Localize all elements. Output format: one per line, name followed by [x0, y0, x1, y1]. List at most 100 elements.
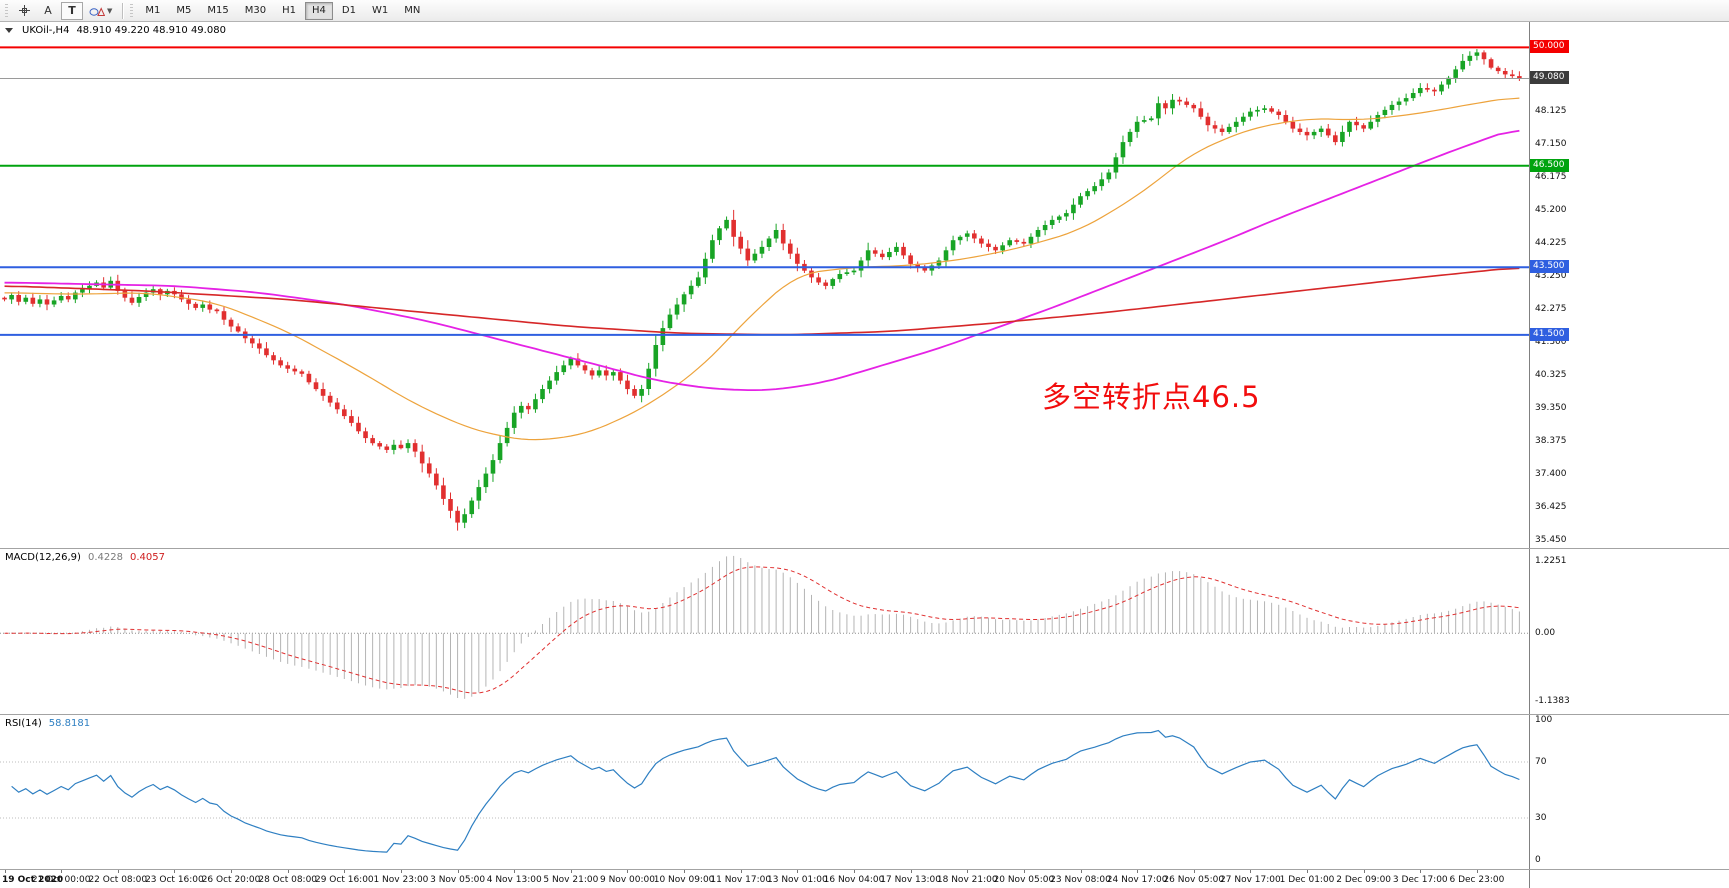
macd-histogram: [11, 555, 1520, 699]
macd-scale-label: 1.2251: [1535, 556, 1567, 566]
time-axis-tick: [4, 870, 6, 873]
macd-title: MACD(12,26,9): [5, 552, 81, 563]
time-axis-label: 21 Oct 00:00: [31, 875, 91, 885]
time-axis-label: 6 Dec 23:00: [1449, 875, 1505, 885]
time-axis-tick: [1420, 870, 1422, 873]
macd-scale-label: -1.1383: [1535, 696, 1570, 706]
time-axis-label: 4 Nov 13:00: [486, 875, 542, 885]
price-scale-label: 36.425: [1535, 502, 1567, 512]
timeframe-button-h4[interactable]: H4: [305, 1, 333, 20]
text-box-tool-button[interactable]: T: [61, 1, 83, 20]
rsi-line: [11, 729, 1520, 853]
time-axis-tick: [514, 870, 516, 873]
price-scale-label: 47.150: [1535, 139, 1567, 149]
time-axis-tick: [117, 870, 119, 873]
time-axis-label: 9 Nov 00:00: [599, 875, 655, 885]
price-chart-canvas[interactable]: [0, 22, 1529, 548]
time-axis-label: 3 Nov 05:00: [430, 875, 486, 885]
main-chart-panel[interactable]: UKOil-,H4 48.910 49.220 48.910 49.080 多空…: [0, 22, 1529, 548]
price-scale-label: 43.250: [1535, 271, 1567, 281]
time-axis-label: 23 Oct 16:00: [145, 875, 204, 885]
rsi-scale-label: 100: [1535, 715, 1553, 725]
time-axis-tick: [1137, 870, 1139, 873]
toolbar-grip[interactable]: [130, 3, 134, 18]
toolbar-grip[interactable]: [5, 3, 8, 18]
time-axis-tick: [1476, 870, 1478, 873]
timeframe-button-m1[interactable]: M1: [138, 2, 167, 20]
time-axis-tick: [627, 870, 629, 873]
macd-main-value: 0.4228: [87, 552, 123, 563]
time-axis-label: 5 Nov 21:00: [543, 875, 599, 885]
time-axis[interactable]: 19 Oct 2020 21 Oct 00:00 22 Oct 08:00 23 Oc…: [0, 870, 1729, 888]
price-scale-label: 42.275: [1535, 304, 1567, 314]
time-axis-label: 2 Dec 09:00: [1336, 875, 1392, 885]
panel-separator[interactable]: [0, 714, 1729, 715]
toolbar-separator: [122, 2, 124, 19]
timeframe-toolbar: M1 M5 M15 M30 H1 H4 D1 W1 MN: [137, 1, 428, 20]
chart-symbol-period: UKOil-,H4: [22, 25, 70, 36]
hline-price-badge: 46.500: [1530, 159, 1569, 172]
current-price-badge: 49.080: [1530, 71, 1569, 84]
candles-layer: [2, 49, 1522, 531]
timeframe-button-d1[interactable]: D1: [335, 2, 363, 20]
time-axis-tick: [1250, 870, 1252, 873]
rsi-value: 58.8181: [48, 718, 91, 729]
price-scale-label: 37.400: [1535, 469, 1567, 479]
timeframe-button-h1[interactable]: H1: [275, 2, 303, 20]
macd-canvas: [0, 555, 1529, 699]
time-axis-label: 28 Oct 08:00: [258, 875, 318, 885]
toolbar: A T ▼ M1 M5 M15 M30 H1 H4 D1 W1 MN: [0, 0, 1729, 22]
chevron-down-icon: ▼: [107, 6, 113, 15]
timeframe-button-w1[interactable]: W1: [365, 2, 395, 20]
time-axis-tick: [853, 870, 855, 873]
time-axis-tick: [1307, 870, 1309, 873]
one-click-trading-collapse-icon[interactable]: [5, 28, 13, 33]
timeframe-button-m15[interactable]: M15: [200, 2, 235, 20]
time-axis-label: 19 Oct 2020: [2, 875, 64, 885]
rsi-title: RSI(14): [5, 718, 42, 729]
shapes-tool-button[interactable]: ▼: [85, 2, 116, 20]
time-axis-tick: [400, 870, 402, 873]
time-axis-tick: [797, 870, 799, 873]
timeframe-button-mn[interactable]: MN: [397, 2, 427, 20]
rsi-header: RSI(14) 58.8181: [5, 718, 90, 729]
time-axis-tick: [231, 870, 233, 873]
price-scale-label: 46.175: [1535, 172, 1567, 182]
text-label-tool-button[interactable]: A: [37, 2, 59, 20]
hline-price-badge: 41.500: [1530, 328, 1569, 341]
time-axis-label: 1 Dec 01:00: [1279, 875, 1335, 885]
price-scale-label: 45.200: [1535, 205, 1567, 215]
time-axis-label: 27 Nov 17:00: [1220, 875, 1281, 885]
panel-separator[interactable]: [0, 548, 1729, 549]
shapes-icon: [89, 6, 105, 16]
price-scale-label: 48.125: [1535, 106, 1567, 116]
price-scale-label: 40.325: [1535, 370, 1567, 380]
time-axis-label: 22 Oct 08:00: [88, 875, 148, 885]
time-axis-tick: [740, 870, 742, 873]
time-axis-tick: [910, 870, 912, 873]
time-axis-tick: [61, 870, 63, 873]
hline-price-badge: 50.000: [1530, 40, 1569, 53]
price-scale-column[interactable]: 48.125 47.150 46.175 45.200 44.225 43.250 42.2…: [1529, 22, 1729, 888]
annotation-text[interactable]: 多空转折点46.5: [1042, 380, 1261, 414]
hline-price-badge: 43.500: [1530, 260, 1569, 273]
time-axis-label: 26 Oct 20:00: [201, 875, 261, 885]
time-axis-tick: [1023, 870, 1025, 873]
time-axis-label: 29 Oct 16:00: [314, 875, 374, 885]
panel-separator: [0, 869, 1729, 870]
time-axis-label: 23 Nov 08:00: [1050, 875, 1111, 885]
ma-fast-line: [4, 97, 1520, 441]
macd-signal-value: 0.4057: [129, 552, 165, 563]
macd-scale-label: 0.00: [1535, 628, 1556, 638]
time-axis-label: 18 Nov 21:00: [936, 875, 998, 885]
crosshair-tool-button[interactable]: [13, 2, 35, 20]
macd-indicator-panel[interactable]: MACD(12,26,9) 0.4228 0.4057: [0, 549, 1529, 714]
timeframe-button-m5[interactable]: M5: [169, 2, 198, 20]
chart-header: UKOil-,H4 48.910 49.220 48.910 49.080: [5, 25, 226, 36]
crosshair-icon: [18, 5, 30, 16]
time-axis-label: 13 Nov 01:00: [767, 875, 828, 885]
rsi-indicator-panel[interactable]: RSI(14) 58.8181: [0, 715, 1529, 869]
timeframe-button-m30[interactable]: M30: [238, 2, 273, 20]
time-axis-label: 24 Nov 17:00: [1106, 875, 1168, 885]
